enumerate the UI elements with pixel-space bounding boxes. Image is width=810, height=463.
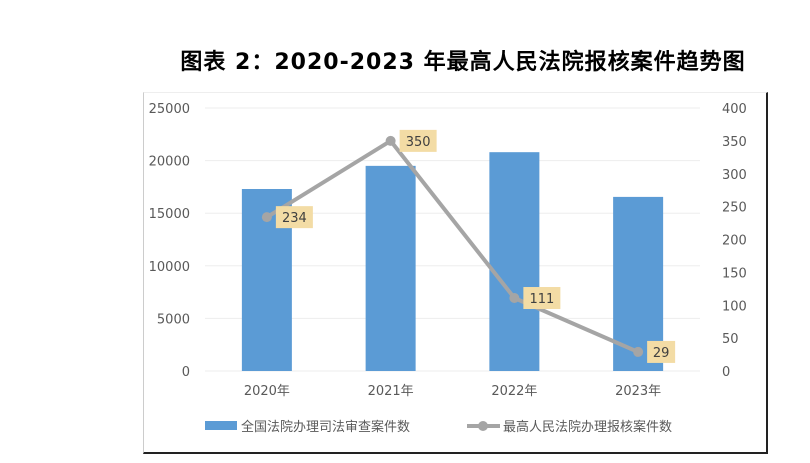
data-label-box bbox=[399, 129, 437, 152]
chart-title: 图表 2：2020-2023 年最高人民法院报核案件趋势图 bbox=[180, 50, 746, 75]
x-axis-tick: 2023年 bbox=[615, 384, 661, 399]
right-axis-tick: 0 bbox=[722, 365, 730, 380]
left-axis-tick: 25000 bbox=[149, 102, 190, 117]
right-axis-tick: 200 bbox=[722, 234, 747, 249]
right-axis-tick: 150 bbox=[722, 266, 747, 281]
x-axis-tick: 2022年 bbox=[491, 384, 537, 399]
chart-frame bbox=[143, 92, 768, 454]
data-label: 350 bbox=[406, 135, 431, 150]
line-point bbox=[509, 293, 520, 304]
right-axis-tick: 50 bbox=[722, 332, 739, 347]
bar bbox=[365, 165, 416, 371]
data-label-box bbox=[523, 287, 561, 310]
legend-swatch-marker bbox=[478, 421, 488, 431]
data-label-box bbox=[647, 340, 676, 363]
left-axis-tick: 0 bbox=[182, 365, 190, 380]
data-label: 234 bbox=[282, 211, 307, 226]
right-axis-tick: 400 bbox=[722, 102, 747, 117]
left-axis-tick: 20000 bbox=[149, 155, 190, 170]
left-axis-tick: 5000 bbox=[157, 312, 190, 327]
line-point bbox=[261, 212, 272, 223]
right-axis-tick: 300 bbox=[722, 168, 747, 183]
x-axis-tick: 2021年 bbox=[368, 384, 414, 399]
left-axis-tick: 10000 bbox=[149, 260, 190, 275]
line-point bbox=[633, 346, 644, 357]
bar bbox=[489, 152, 540, 371]
right-axis-tick: 350 bbox=[722, 135, 747, 150]
left-axis-tick: 15000 bbox=[149, 207, 190, 222]
legend-label: 最高人民法院办理报核案件数 bbox=[503, 419, 672, 435]
legend-swatch-bar bbox=[205, 421, 237, 430]
data-label-box bbox=[275, 206, 313, 229]
data-label: 29 bbox=[653, 346, 670, 361]
legend-label: 全国法院办理司法审查案件数 bbox=[241, 419, 410, 435]
right-axis-tick: 250 bbox=[722, 201, 747, 216]
data-label: 111 bbox=[529, 292, 554, 307]
line-series bbox=[265, 138, 639, 354]
x-axis-tick: 2020年 bbox=[244, 384, 290, 399]
line-point bbox=[385, 135, 396, 146]
right-axis-tick: 100 bbox=[722, 299, 747, 314]
